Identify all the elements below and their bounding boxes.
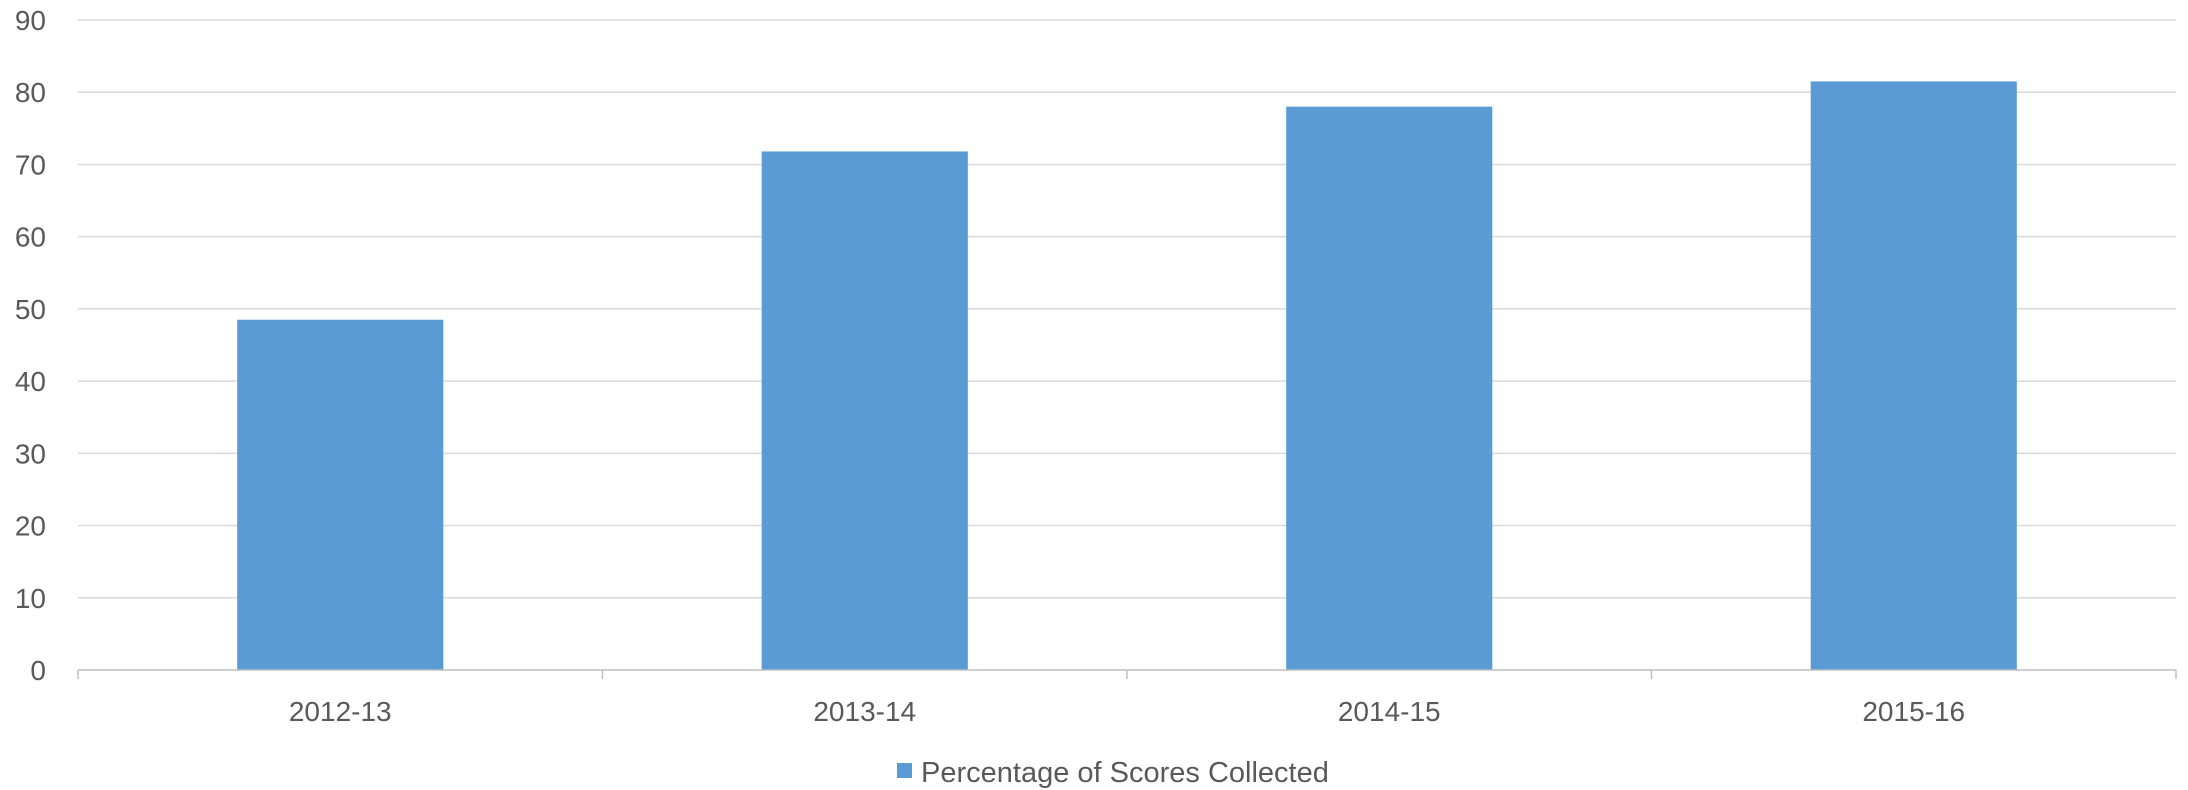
y-tick-label: 50 — [15, 294, 46, 325]
y-tick-label: 60 — [15, 222, 46, 253]
bar-2012-13 — [237, 319, 444, 670]
x-tick-label: 2012-13 — [289, 696, 392, 727]
x-tick-label: 2015-16 — [1862, 696, 1965, 727]
y-tick-label: 90 — [15, 5, 46, 36]
legend-swatch — [897, 763, 912, 778]
y-tick-label: 20 — [15, 511, 46, 542]
bar-2015-16 — [1810, 81, 2017, 670]
x-axis — [77, 669, 2177, 679]
y-tick-label: 30 — [15, 438, 46, 469]
legend-label: Percentage of Scores Collected — [921, 757, 1329, 789]
x-tick-label: 2013-14 — [813, 696, 916, 727]
bars — [237, 81, 2017, 670]
y-tick-label: 80 — [15, 77, 46, 108]
y-tick-label: 70 — [15, 149, 46, 180]
y-axis-tick-labels: 0 10 20 30 40 50 60 70 80 90 — [15, 5, 46, 686]
x-axis-tick-labels: 2012-13 2013-14 2014-15 2015-16 — [289, 696, 1965, 727]
legend: Percentage of Scores Collected — [897, 757, 1329, 789]
x-tick-label: 2014-15 — [1338, 696, 1441, 727]
bar-2014-15 — [1286, 106, 1493, 670]
y-tick-label: 40 — [15, 366, 46, 397]
bar-2013-14 — [761, 151, 968, 670]
y-tick-label: 10 — [15, 583, 46, 614]
y-tick-label: 0 — [30, 655, 46, 686]
